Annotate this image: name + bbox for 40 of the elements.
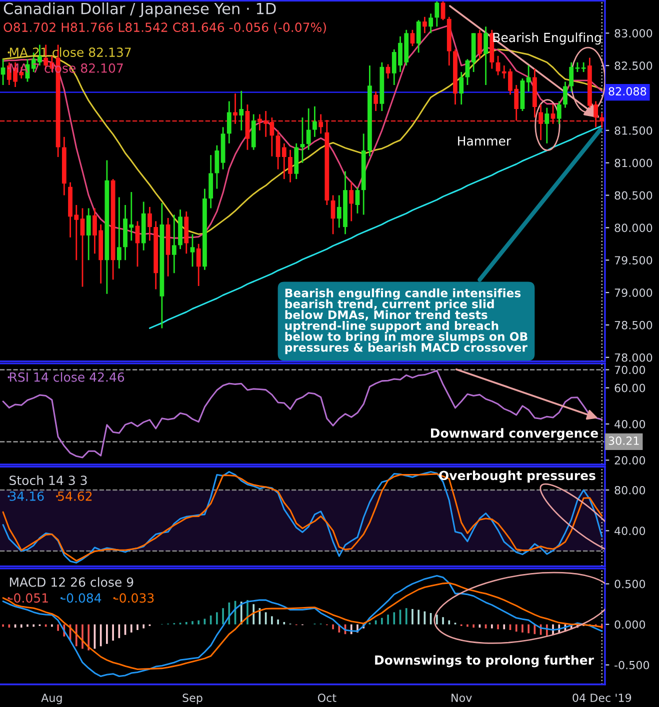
legend-title: MACD 12 26 close 9 bbox=[10, 577, 134, 587]
y-tick-label: 70.00 bbox=[614, 366, 646, 374]
y-tick-label: 82.500 bbox=[614, 62, 652, 70]
y-tick-label: 83.000 bbox=[614, 29, 652, 38]
legend-label: -0.051 bbox=[9, 593, 48, 603]
ref-line-label: 30.21 bbox=[608, 436, 639, 445]
y-tick-label: 60.00 bbox=[614, 384, 646, 392]
y-tick-label: -0.500 bbox=[614, 660, 650, 670]
annotation: Hammer bbox=[458, 136, 512, 146]
annotation: Downswings to prolong further bbox=[375, 655, 594, 668]
y-tick-label: 81.500 bbox=[614, 126, 652, 135]
y-tick-label: 78.000 bbox=[614, 353, 652, 362]
ref-line-label: 82.088 bbox=[608, 87, 646, 96]
y-tick-label: 80.500 bbox=[614, 191, 652, 200]
annotation: Downward convergence bbox=[430, 428, 598, 440]
y-tick-label: 0.500 bbox=[614, 580, 646, 588]
x-tick-label: Aug bbox=[41, 694, 62, 704]
y-tick-label: 81.000 bbox=[614, 158, 652, 168]
y-tick-label: 20.00 bbox=[614, 456, 646, 465]
x-tick-label: Nov bbox=[452, 694, 472, 702]
y-tick-label: 80.00 bbox=[614, 486, 646, 494]
x-tick-label: Sep bbox=[182, 694, 202, 704]
annotation: Bearish engulfing candle intensifies bearish trend, current price slid below DMAs, Minor trend tests uptrend-line support and breach below to bring in more slumps on OB pressures & bearish MACD crossover bbox=[285, 288, 528, 354]
legend-title: Stoch 14 3 3 bbox=[10, 475, 87, 486]
legend-label: RSI 14 close 42.46 bbox=[10, 372, 124, 382]
y-tick-label: 78.500 bbox=[614, 320, 652, 330]
legend-label: 54.62 bbox=[58, 491, 92, 501]
y-tick-label: 40.00 bbox=[614, 420, 646, 428]
y-tick-label: 0.000 bbox=[614, 620, 646, 629]
y-tick-label: 80.000 bbox=[614, 224, 652, 232]
legend-label: -0.084 bbox=[62, 593, 102, 603]
chart-title: Canadian Dollar / Japanese Yen · 1D bbox=[4, 2, 276, 18]
y-tick-label: 40.00 bbox=[614, 526, 646, 536]
y-tick-label: 79.000 bbox=[614, 288, 652, 297]
x-tick-label: Oct bbox=[318, 694, 336, 702]
legend-label: -0.033 bbox=[114, 593, 154, 603]
y-tick-label: 79.500 bbox=[614, 256, 652, 264]
legend-label: 34.16 bbox=[10, 491, 44, 501]
x-tick-label: 04 Dec '19 bbox=[572, 694, 632, 702]
text: O81.702 H81.766 L81.542 C81.646 -0.056 (-0.07%) bbox=[4, 22, 326, 34]
